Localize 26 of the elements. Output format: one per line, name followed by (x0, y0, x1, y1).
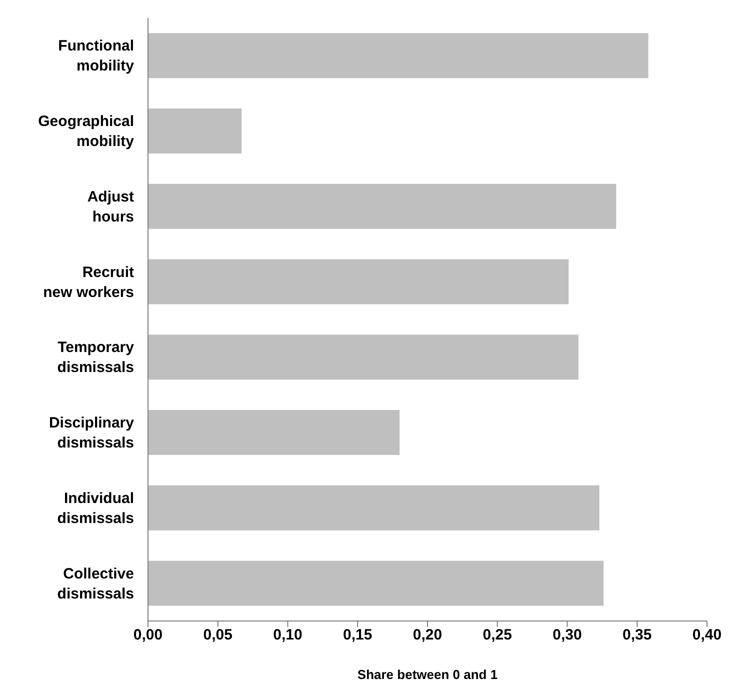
x-tick-label: 0,10 (273, 626, 302, 644)
bar (148, 334, 578, 380)
y-tick-label: Adjust hours (87, 188, 134, 226)
bar (148, 184, 616, 229)
y-tick-label: Individual dismissals (57, 490, 134, 527)
bar (148, 485, 600, 530)
x-tick-label: 0,00 (133, 626, 163, 644)
y-tick-label: Recruit new workers (43, 264, 134, 301)
bar (148, 259, 569, 304)
y-tick-label: Geographical mobility (38, 113, 135, 150)
y-tick-label: Functional mobility (58, 38, 135, 75)
bar (148, 33, 648, 78)
x-tick-label: 0,20 (412, 626, 442, 644)
y-tick-label: Collective dismissals (57, 565, 134, 602)
x-tick-label: 0,40 (692, 626, 722, 644)
x-tick-label: 0,25 (482, 626, 512, 644)
bar (148, 560, 604, 606)
y-tick-label: Temporary dismissals (57, 339, 135, 376)
x-tick-label: 0,30 (552, 626, 582, 644)
x-axis-title: Share between 0 and 1 (357, 667, 498, 682)
bar (148, 410, 400, 455)
bar (148, 108, 242, 154)
y-tick-label: Disciplinary dismissals (48, 414, 135, 452)
x-tick-label: 0,35 (622, 626, 652, 644)
x-tick-label: 0,05 (203, 626, 232, 644)
x-tick-label: 0,15 (343, 626, 372, 644)
